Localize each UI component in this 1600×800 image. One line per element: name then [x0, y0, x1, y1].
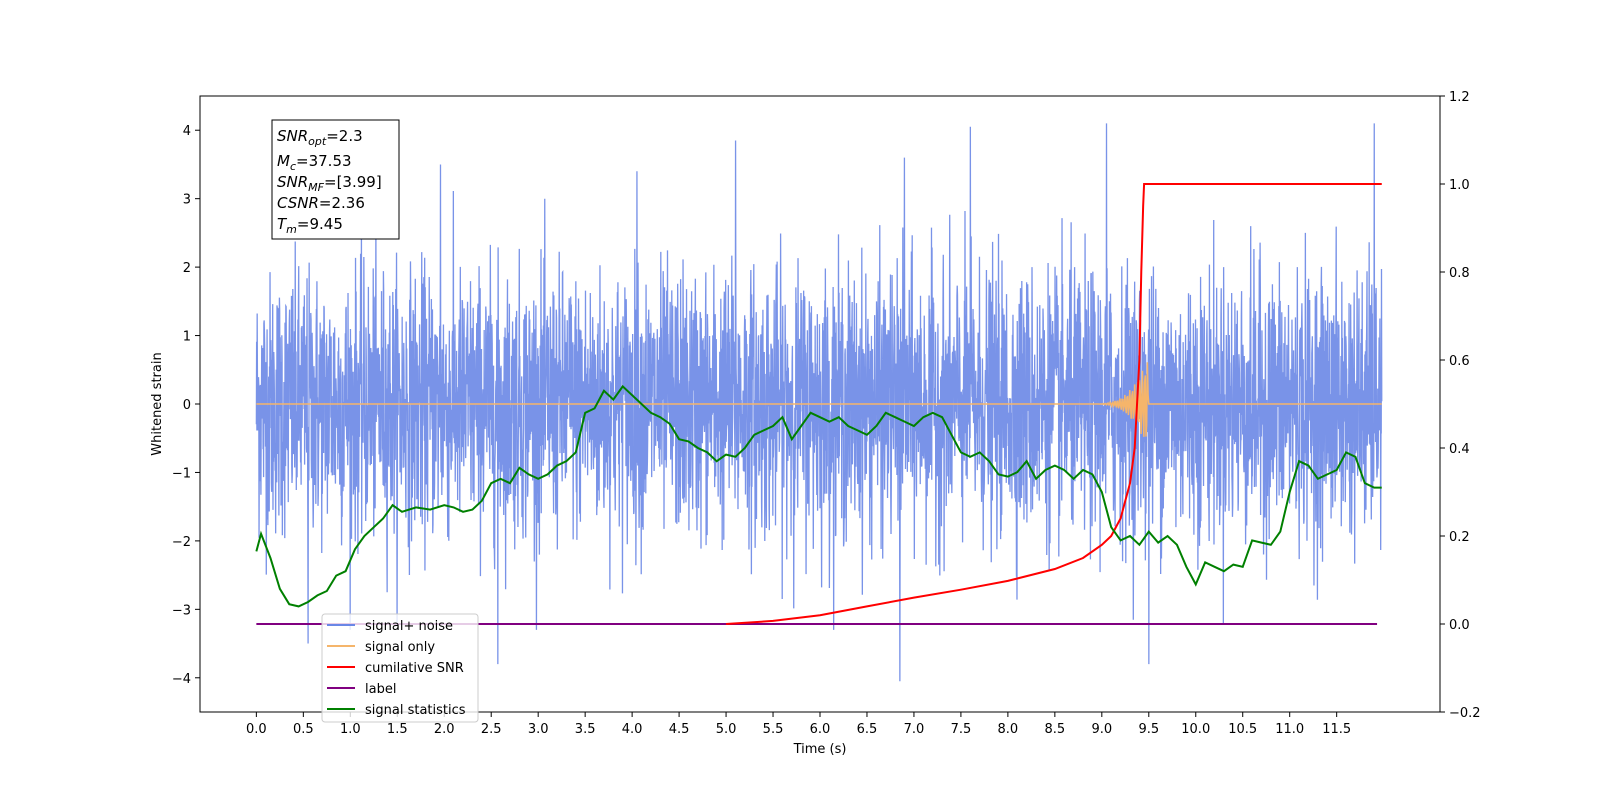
y-right-tick-label: 0.0 — [1449, 618, 1470, 633]
x-tick-label: 8.0 — [998, 722, 1019, 737]
y-right-tick-label: 0.8 — [1449, 266, 1470, 281]
x-tick-label: 10.5 — [1228, 722, 1257, 737]
y-left-tick-label: 2 — [183, 261, 191, 276]
x-tick-label: 0.0 — [246, 722, 267, 737]
x-tick-label: 0.5 — [293, 722, 314, 737]
x-tick-label: 3.5 — [575, 722, 596, 737]
annotation-line: SNRopt=2.3 — [277, 127, 363, 148]
x-tick-label: 6.0 — [810, 722, 831, 737]
y-left-tick-label: −3 — [172, 603, 191, 618]
x-axis-label: Time (s) — [793, 742, 847, 757]
annotation-line: Mc=37.53 — [277, 152, 352, 173]
y-right-tick-label: 1.0 — [1449, 178, 1470, 193]
series-cumulative-snr — [725, 183, 1382, 625]
annotation-line: Tm=9.45 — [277, 215, 343, 236]
x-tick-label: 9.0 — [1091, 722, 1112, 737]
annotation-frame — [271, 119, 400, 240]
legend-entry: cumilative SNR — [365, 661, 464, 676]
series-signal-statistics — [255, 384, 1382, 608]
y-left-tick-label: −2 — [172, 535, 191, 550]
x-tick-label: 4.0 — [622, 722, 643, 737]
axes: 0.0 0.5 1.0 1.5 2.0 2.5 3.0 3.5 4.0 4.5 5.0 5.5 6.0 6… — [172, 90, 1481, 737]
x-tick-label: 6.5 — [857, 722, 878, 737]
x-tick-label: 7.0 — [904, 722, 925, 737]
x-tick-label: 3.0 — [528, 722, 549, 737]
legend-frame — [321, 613, 479, 723]
legend: signal+ noise signal only cumilative SNR la… — [321, 613, 479, 723]
x-tick-label: 2.5 — [481, 722, 502, 737]
x-tick-label: 9.5 — [1138, 722, 1159, 737]
legend-entry: label — [365, 682, 396, 697]
x-tick-label: 10.0 — [1181, 722, 1210, 737]
x-tick-label: 2.0 — [434, 722, 455, 737]
x-tick-label: 11.5 — [1322, 722, 1351, 737]
annotation-line: SNRMF=[3.99] — [277, 173, 382, 194]
y-right-tick-label: −0.2 — [1449, 706, 1481, 721]
legend-entry: signal statistics — [365, 703, 466, 718]
y-left-tick-label: 1 — [183, 330, 191, 345]
x-tick-label: 1.5 — [387, 722, 408, 737]
y-axis-label-left: Whitened strain — [150, 352, 165, 455]
y-right-tick-label: 0.2 — [1449, 530, 1470, 545]
series-signal-only — [256, 362, 1382, 437]
x-tick-label: 5.0 — [716, 722, 737, 737]
y-right-tick-label: 0.4 — [1449, 442, 1470, 457]
x-tick-label: 4.5 — [669, 722, 690, 737]
y-left-tick-label: −4 — [172, 672, 191, 687]
legend-entry: signal only — [365, 640, 435, 655]
y-right-tick-label: 1.2 — [1449, 90, 1470, 105]
y-left-tick-label: 0 — [183, 398, 191, 413]
legend-entry: signal+ noise — [365, 619, 453, 634]
annotation-line: CSNR=2.36 — [277, 194, 365, 212]
y-left-tick-label: 4 — [183, 124, 191, 139]
y-left-tick-label: −1 — [172, 466, 191, 481]
x-tick-label: 11.0 — [1275, 722, 1304, 737]
x-tick-label: 8.5 — [1045, 722, 1066, 737]
y-left-tick-label: 3 — [183, 193, 191, 208]
x-tick-label: 7.5 — [951, 722, 972, 737]
x-tick-label: 5.5 — [763, 722, 784, 737]
series-signal-noise — [255, 123, 1383, 682]
x-tick-label: 1.0 — [340, 722, 361, 737]
y-right-tick-label: 0.6 — [1449, 354, 1470, 369]
